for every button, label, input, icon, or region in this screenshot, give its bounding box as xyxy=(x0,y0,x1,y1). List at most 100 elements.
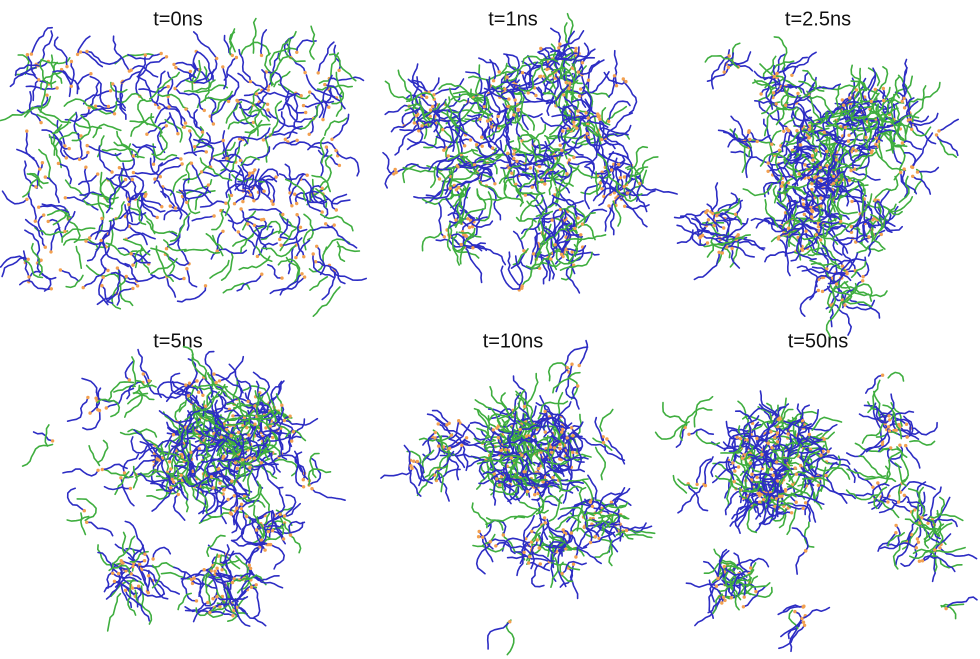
head-group xyxy=(871,218,875,222)
head-group xyxy=(512,152,516,156)
molecule xyxy=(757,418,780,443)
molecule xyxy=(137,348,150,382)
molecule xyxy=(238,255,271,271)
molecule xyxy=(139,440,157,467)
molecule xyxy=(552,427,565,448)
molecule xyxy=(730,115,758,143)
head-group xyxy=(790,73,794,78)
molecule xyxy=(800,444,814,468)
molecule xyxy=(612,200,622,227)
molecule xyxy=(757,406,785,429)
molecule xyxy=(269,276,306,295)
molecule xyxy=(502,75,541,87)
head-group xyxy=(886,500,890,504)
molecule xyxy=(116,287,134,306)
molecule xyxy=(211,208,224,231)
molecule xyxy=(568,65,582,86)
molecule xyxy=(247,178,271,198)
molecule xyxy=(83,200,114,210)
head-group xyxy=(171,433,176,437)
molecule xyxy=(742,585,767,608)
head-group xyxy=(711,211,715,216)
molecule xyxy=(1,190,28,205)
head-group xyxy=(756,491,760,496)
molecule xyxy=(539,154,559,179)
molecule xyxy=(897,74,912,112)
molecule xyxy=(193,132,212,148)
head-group xyxy=(938,546,942,550)
head-group xyxy=(248,456,252,460)
molecule xyxy=(867,67,881,87)
head-group xyxy=(121,561,125,565)
head-group xyxy=(320,186,324,190)
molecule xyxy=(312,286,341,317)
head-group xyxy=(436,422,440,426)
head-group xyxy=(290,439,294,443)
head-group xyxy=(796,91,800,96)
head-group xyxy=(596,114,600,119)
head-group xyxy=(576,70,581,74)
molecule xyxy=(76,35,91,56)
molecule xyxy=(295,228,308,258)
head-group xyxy=(803,549,808,553)
head-group xyxy=(779,184,784,188)
molecule xyxy=(573,156,595,170)
molecule xyxy=(382,151,395,175)
molecule xyxy=(277,258,301,278)
molecule xyxy=(448,439,471,450)
molecule xyxy=(1,256,29,278)
molecule xyxy=(158,410,187,429)
molecule xyxy=(75,245,83,269)
head-group xyxy=(736,465,741,469)
head-group xyxy=(27,275,31,279)
molecule xyxy=(337,245,361,253)
head-group xyxy=(274,175,278,179)
head-group xyxy=(499,475,504,479)
molecule xyxy=(589,531,616,544)
molecule xyxy=(524,522,542,540)
head-group xyxy=(261,217,266,222)
head-group xyxy=(232,202,237,206)
molecule xyxy=(243,403,271,429)
molecule xyxy=(858,413,890,421)
molecule xyxy=(855,142,870,171)
molecule xyxy=(823,259,854,279)
molecule xyxy=(264,437,271,460)
snapshot xyxy=(21,345,346,632)
head-group xyxy=(920,559,925,563)
molecule xyxy=(64,196,99,211)
molecule xyxy=(82,267,107,289)
molecule xyxy=(750,479,764,506)
head-group xyxy=(190,581,195,586)
molecule xyxy=(850,151,877,160)
molecule xyxy=(74,122,103,129)
molecule xyxy=(777,186,806,195)
molecule xyxy=(780,93,798,111)
head-group xyxy=(561,528,565,532)
molecule xyxy=(771,174,782,199)
molecule xyxy=(138,56,168,77)
head-group xyxy=(463,144,467,148)
head-group xyxy=(449,433,453,437)
molecule xyxy=(459,231,475,265)
head-group xyxy=(131,564,135,569)
head-group xyxy=(446,154,450,158)
molecule xyxy=(135,468,157,479)
molecule xyxy=(132,544,144,565)
snapshot xyxy=(0,17,367,317)
molecule xyxy=(594,539,613,558)
head-group xyxy=(415,459,419,464)
head-group xyxy=(25,53,30,57)
head-group xyxy=(394,170,398,175)
head-group xyxy=(807,432,811,437)
molecule xyxy=(792,433,811,450)
molecule xyxy=(549,541,568,554)
molecule xyxy=(261,178,276,205)
head-group xyxy=(529,540,534,544)
head-group xyxy=(147,379,151,383)
molecule xyxy=(717,548,728,580)
molecule xyxy=(766,129,782,164)
molecule xyxy=(210,456,223,495)
molecule xyxy=(908,112,939,126)
head-group xyxy=(65,64,69,69)
